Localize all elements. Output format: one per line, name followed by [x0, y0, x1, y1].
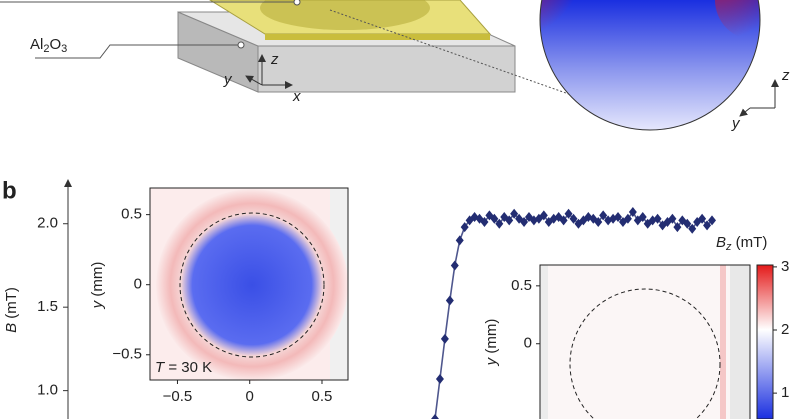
panel-label: b — [2, 177, 17, 204]
data-point — [559, 215, 568, 226]
data-point — [505, 215, 514, 226]
data-point — [440, 333, 449, 344]
sample-outline — [569, 288, 721, 419]
substrate-label: Al2O3 — [30, 36, 67, 55]
colorbar-tick-label: 1 — [781, 384, 789, 401]
data-point — [480, 217, 489, 228]
y-tick-label: 0 — [134, 276, 142, 293]
inset-frame — [539, 264, 751, 419]
y-tick-label: 1.0 — [37, 382, 58, 399]
device-schematic — [0, 0, 601, 106]
y-tick-label: 1.5 — [37, 298, 58, 315]
y-axis-label: B (mT) — [3, 287, 20, 333]
y-tick-label: 0.5 — [511, 277, 532, 294]
axis-label: y — [731, 115, 741, 132]
colorbar — [756, 264, 774, 419]
data-point — [569, 213, 578, 224]
inset-map — [540, 265, 750, 419]
data-point — [698, 213, 707, 224]
axis-label: z — [781, 67, 790, 84]
data-point — [673, 222, 682, 233]
data-point — [628, 207, 637, 218]
data-point — [431, 414, 439, 419]
data-point — [703, 220, 712, 231]
data-point — [490, 213, 499, 224]
data-point — [520, 217, 529, 228]
inset-map-field — [156, 189, 348, 381]
axis-arrow — [739, 107, 751, 117]
field-outline — [539, 0, 761, 131]
inset-map — [540, 265, 548, 419]
data-point — [683, 218, 692, 229]
inset-frame — [149, 187, 349, 381]
data-point — [599, 210, 608, 221]
y-tick-label: 2.0 — [37, 215, 58, 232]
data-point — [460, 222, 469, 233]
sample-outline — [179, 212, 325, 358]
data-point — [638, 212, 647, 223]
data-point — [668, 213, 677, 224]
axis-label: y — [223, 71, 233, 88]
data-point — [688, 223, 697, 234]
data-point — [495, 218, 504, 229]
annotation: T = 30 K — [155, 359, 212, 376]
x-tick-label: 0.5 — [312, 388, 333, 405]
data-point — [564, 208, 573, 219]
data-point — [614, 212, 623, 223]
inset-y-label: y (mm) — [483, 319, 500, 367]
x-tick-label: −0.5 — [163, 388, 193, 405]
data-point — [445, 295, 454, 306]
data-point — [450, 260, 459, 271]
y-tick-label: 0.5 — [121, 206, 142, 223]
axis-label: x — [292, 88, 301, 105]
data-point — [623, 213, 632, 224]
x-tick-label: 0 — [246, 388, 254, 405]
colorbar-tick-label: 2 — [781, 321, 789, 338]
colorbar-title: Bz (mT) — [716, 234, 767, 253]
data-point — [539, 210, 548, 221]
data-point — [594, 217, 603, 228]
data-point — [455, 235, 464, 246]
y-tick-label: −0.5 — [112, 346, 142, 363]
axis-label: z — [270, 51, 279, 68]
inset-y-label: y (mm) — [89, 262, 106, 310]
colorbar-tick-label: 3 — [781, 258, 789, 275]
data-point — [708, 215, 716, 226]
data-point — [510, 208, 519, 219]
y-tick-label: 0 — [524, 335, 532, 352]
inset-map — [730, 265, 750, 419]
data-point — [435, 373, 444, 384]
field-map — [540, 0, 760, 130]
inset-map — [720, 265, 726, 419]
data-point — [653, 213, 662, 224]
